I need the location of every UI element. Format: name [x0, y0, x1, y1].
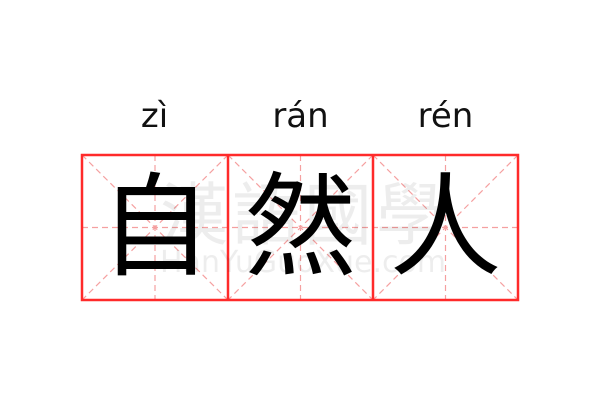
- character-1: 自: [99, 163, 212, 293]
- watermark-title: 漢語國學: [160, 177, 449, 256]
- guide-lines: [81, 154, 519, 301]
- pinyin-2: rán: [272, 96, 329, 136]
- character-3: 人: [389, 163, 502, 293]
- pinyin-3: rén: [417, 96, 474, 136]
- watermark-url: HanYuGuoXue.com: [160, 245, 447, 280]
- character-2: 然: [244, 163, 357, 293]
- cell-borders: [80, 153, 520, 302]
- pinyin-1: zì: [140, 96, 169, 136]
